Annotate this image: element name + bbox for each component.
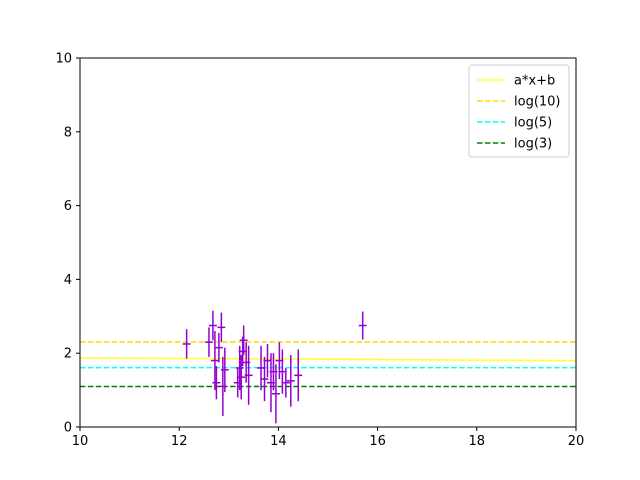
x-tick-label: 12 xyxy=(171,434,188,449)
x-tick-label: 14 xyxy=(270,434,287,449)
series-layer xyxy=(79,341,577,388)
y-tick-label: 0 xyxy=(64,421,72,436)
x-tick-label: 16 xyxy=(369,434,386,449)
y-axis: 0 2 4 6 8 10 xyxy=(55,52,80,436)
legend-label-1: log(10) xyxy=(514,95,561,110)
data-point xyxy=(204,327,213,357)
data-point xyxy=(257,345,266,391)
data-point xyxy=(214,332,223,363)
data-point xyxy=(212,366,221,400)
y-tick-label: 2 xyxy=(64,347,72,362)
data-point xyxy=(271,364,280,424)
data-point xyxy=(260,356,269,402)
axes-frame xyxy=(79,57,577,428)
x-tick-label: 10 xyxy=(72,434,89,449)
data-point xyxy=(237,355,246,400)
y-tick-label: 10 xyxy=(55,52,72,67)
x-axis: 10 12 14 16 18 20 xyxy=(72,427,585,449)
data-point xyxy=(235,345,244,391)
data-point xyxy=(210,331,219,391)
legend-label-3: log(3) xyxy=(514,137,552,152)
legend-label-2: log(5) xyxy=(514,116,552,131)
x-tick-label: 18 xyxy=(469,434,486,449)
y-tick-label: 4 xyxy=(64,273,72,288)
data-point xyxy=(263,343,272,378)
y-tick-label: 6 xyxy=(64,199,72,214)
y-tick-label: 8 xyxy=(64,125,72,140)
legend: a*x+b log(10) log(5) log(3) xyxy=(468,64,570,158)
data-point xyxy=(278,349,287,394)
data-point xyxy=(182,329,191,359)
errorbar-points-layer xyxy=(182,310,367,424)
data-point xyxy=(281,367,290,398)
data-point xyxy=(217,312,226,343)
data-point xyxy=(239,325,248,356)
legend-label-0: a*x+b xyxy=(514,74,555,89)
series-line-0 xyxy=(79,357,577,362)
data-point xyxy=(294,349,303,402)
data-point xyxy=(286,355,295,407)
data-point xyxy=(220,347,229,392)
x-tick-label: 20 xyxy=(568,434,585,449)
data-point xyxy=(238,336,247,367)
data-point xyxy=(358,311,367,340)
legend-box xyxy=(468,64,570,158)
data-point xyxy=(208,310,217,341)
data-point xyxy=(244,345,253,405)
